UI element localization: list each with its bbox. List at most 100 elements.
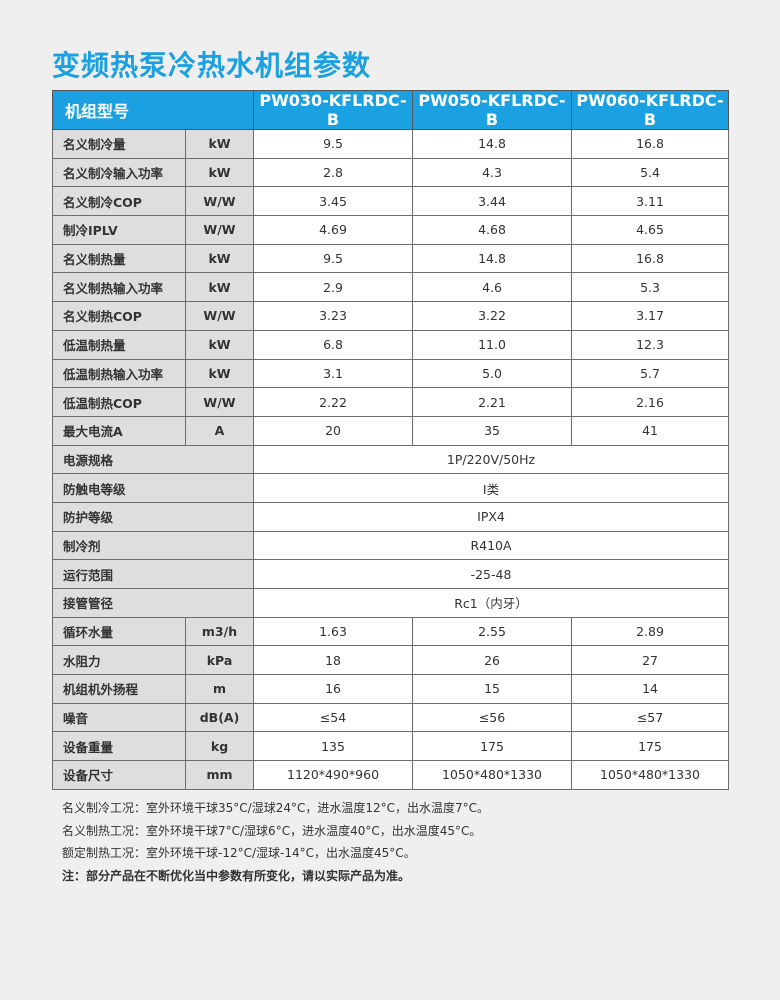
row-label: 最大电流A [52, 415, 186, 446]
row-value: ≤56 [412, 702, 573, 733]
row-label: 制冷IPLV [52, 215, 186, 245]
row-unit: W/W [184, 301, 255, 331]
table-row: 防护等级 IPX4 [51, 501, 730, 532]
row-value: 2.8 [253, 157, 414, 188]
table-row: 名义制冷量 kW 9.5 14.8 16.8 [52, 129, 730, 159]
row-value: 14 [571, 674, 730, 704]
table-row: 名义制热COP W/W 3.23 3.22 3.17 [52, 301, 730, 331]
row-value: 3.22 [412, 301, 573, 331]
row-unit: m3/h [184, 616, 255, 647]
row-value-merged: 1P/220V/50Hz [253, 444, 730, 475]
row-label: 名义制热输入功率 [52, 272, 186, 303]
row-value: 5.0 [412, 358, 573, 389]
table-row: 制冷剂 R410A [51, 530, 730, 561]
row-value: 3.17 [571, 301, 730, 331]
row-value: 175 [412, 731, 573, 762]
row-unit: kW [184, 329, 255, 360]
row-label: 机组机外扬程 [52, 674, 186, 704]
row-unit: W/W [184, 387, 255, 417]
row-label: 接管管径 [51, 588, 255, 618]
row-value: 16.8 [571, 129, 730, 159]
table-row: 噪音 dB(A) ≤54 ≤56 ≤57 [52, 702, 730, 733]
row-value: 14.8 [412, 129, 573, 159]
table-row: 设备重量 kg 135 175 175 [52, 731, 730, 762]
row-value: 35 [412, 415, 573, 446]
table-row: 名义制冷输入功率 kW 2.8 4.3 5.4 [52, 157, 730, 188]
row-unit: kW [184, 358, 255, 389]
table-row: 最大电流A A 20 35 41 [52, 415, 730, 446]
table-row: 名义制冷COP W/W 3.45 3.44 3.11 [52, 186, 730, 217]
row-label: 防触电等级 [51, 473, 255, 503]
table-row: 机组机外扬程 m 16 15 14 [52, 674, 730, 704]
row-value: 16 [253, 674, 414, 704]
table-row: 设备尺寸 mm 1120*490*960 1050*480*1330 1050*480*… [52, 760, 730, 790]
row-value: 20 [253, 415, 414, 446]
table-row: 低温制热COP W/W 2.22 2.21 2.16 [52, 387, 730, 417]
row-unit: mm [184, 760, 255, 790]
row-value: 5.4 [571, 157, 730, 188]
row-unit: kW [184, 243, 255, 274]
row-unit: kPa [184, 645, 255, 676]
row-value: 15 [412, 674, 573, 704]
table-row: 防触电等级 Ⅰ类 [51, 473, 730, 503]
row-value: 14.8 [412, 243, 573, 274]
table-row: 水阻力 kPa 18 26 27 [52, 645, 730, 676]
row-value: 4.6 [412, 272, 573, 303]
row-value: 3.44 [412, 186, 573, 217]
row-value: 175 [571, 731, 730, 762]
table-row: 名义制热量 kW 9.5 14.8 16.8 [52, 243, 730, 274]
note-line: 名义制冷工况：室外环境干球35°C/湿球24°C，进水温度12°C，出水温度7°… [62, 801, 490, 815]
row-label: 设备尺寸 [52, 760, 186, 790]
row-value: 1.63 [253, 616, 414, 647]
row-value: 26 [412, 645, 573, 676]
row-value: 5.7 [571, 358, 730, 389]
note-line: 名义制热工况：室外环境干球7°C/湿球6°C，进水温度40°C，出水温度45°C… [62, 823, 482, 838]
row-value: ≤57 [571, 702, 730, 733]
table-row: 循环水量 m3/h 1.63 2.55 2.89 [52, 616, 730, 647]
row-label: 防护等级 [51, 501, 255, 532]
row-value: 3.11 [571, 186, 730, 217]
row-value: 1050*480*1330 [412, 760, 573, 790]
row-value: 1050*480*1330 [571, 760, 730, 790]
model-header: PW060-KFLRDC-B [571, 90, 730, 130]
row-value: 1120*490*960 [253, 760, 414, 790]
row-label: 低温制热量 [52, 329, 186, 360]
notes: 名义制冷工况：室外环境干球35°C/湿球24°C，进水温度12°C，出水温度7°… [62, 797, 489, 887]
row-value-merged: Ⅰ类 [253, 473, 730, 503]
row-value: 2.22 [253, 387, 414, 417]
row-unit: A [184, 415, 255, 446]
row-value: 135 [253, 731, 414, 762]
row-value-merged: R410A [253, 530, 730, 561]
row-unit: kW [184, 157, 255, 188]
row-value-merged: -25-48 [253, 559, 730, 589]
row-label: 设备重量 [52, 731, 186, 762]
row-value-merged: Rc1（内牙） [253, 588, 730, 618]
row-value: 3.23 [253, 301, 414, 331]
row-value: 4.3 [412, 157, 573, 188]
row-label: 制冷剂 [51, 530, 255, 561]
row-value: 9.5 [253, 243, 414, 274]
table-header-row: 机组型号 PW030-KFLRDC-B PW050-KFLRDC-B PW060… [51, 90, 730, 130]
model-header: PW050-KFLRDC-B [412, 90, 573, 130]
row-value: 2.89 [571, 616, 730, 647]
row-value: 16.8 [571, 243, 730, 274]
row-label: 运行范围 [51, 559, 255, 589]
row-value: 27 [571, 645, 730, 676]
table-row: 制冷IPLV W/W 4.69 4.68 4.65 [52, 215, 730, 245]
row-value: 3.45 [253, 186, 414, 217]
row-value: 2.55 [412, 616, 573, 647]
row-value: 2.21 [412, 387, 573, 417]
row-unit: W/W [184, 186, 255, 217]
row-label: 名义制冷量 [52, 129, 186, 159]
row-unit: dB(A) [184, 702, 255, 733]
row-value: 6.8 [253, 329, 414, 360]
row-value: 4.69 [253, 215, 414, 245]
row-unit: m [184, 674, 255, 704]
row-label: 名义制冷输入功率 [52, 157, 186, 188]
row-label: 低温制热输入功率 [52, 358, 186, 389]
table-row: 低温制热量 kW 6.8 11.0 12.3 [52, 329, 730, 360]
row-value: 41 [571, 415, 730, 446]
row-unit: kg [184, 731, 255, 762]
page-title: 变频热泵冷热水机组参数 [52, 49, 372, 82]
table-row: 接管管径 Rc1（内牙） [51, 588, 730, 618]
